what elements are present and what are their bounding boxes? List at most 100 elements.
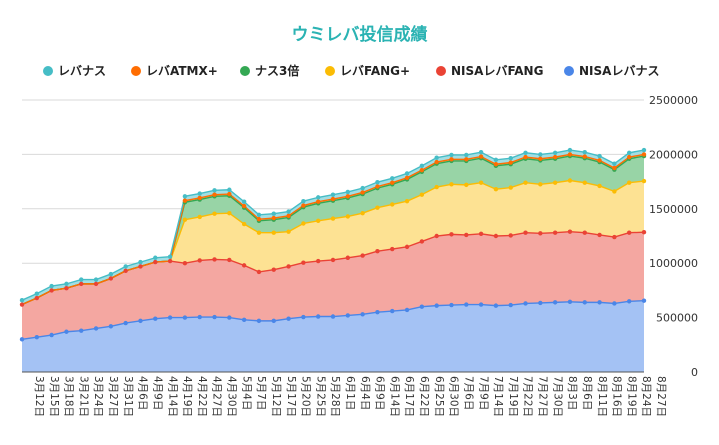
y-tick-label: 1500000 <box>649 203 698 216</box>
data-point <box>464 152 469 158</box>
data-point <box>34 291 40 296</box>
legend-marker <box>240 66 250 76</box>
data-point <box>641 178 647 184</box>
area-3 <box>22 156 644 305</box>
data-point <box>212 257 217 262</box>
data-point <box>197 258 202 263</box>
x-tick-label: 3月21日 <box>77 376 89 417</box>
data-point <box>419 304 425 309</box>
x-tick-label: 8月24日 <box>640 376 652 417</box>
data-point <box>360 190 365 195</box>
x-tick-label: 8月11日 <box>596 376 608 417</box>
data-point <box>582 150 587 155</box>
x-tick-label: 7月9日 <box>477 376 489 410</box>
y-tick-label: 1000000 <box>649 257 698 270</box>
data-point <box>49 283 54 289</box>
x-tick-label: 6月1日 <box>344 376 356 410</box>
data-point <box>138 318 143 324</box>
data-point <box>375 249 380 254</box>
data-point <box>212 192 217 197</box>
data-point <box>523 301 528 306</box>
data-point <box>419 163 425 169</box>
x-tick-label: 5月7日 <box>255 376 267 410</box>
legend-marker <box>436 66 446 76</box>
data-point <box>153 316 158 321</box>
x-tick-label: 3月31日 <box>122 376 134 417</box>
data-point <box>626 230 632 235</box>
x-tick-label: 8月19日 <box>625 376 637 417</box>
chart-legend: レバナス レバATMX+ ナス3倍 レバFANG+ NISAレバFANG NISAレバナス <box>43 63 659 78</box>
data-point <box>434 159 439 165</box>
data-point <box>538 182 543 187</box>
data-point <box>345 313 351 318</box>
data-point <box>19 302 25 307</box>
data-point <box>404 171 410 176</box>
data-point <box>508 160 513 165</box>
data-point <box>582 230 587 235</box>
data-point <box>552 154 558 160</box>
data-point <box>286 316 291 321</box>
data-point <box>123 320 128 326</box>
data-point <box>360 210 365 216</box>
data-point <box>582 154 587 159</box>
data-point <box>34 295 40 301</box>
data-point <box>93 277 99 282</box>
data-point <box>271 215 276 221</box>
legend-label: NISAレバFANG <box>451 64 543 78</box>
data-point <box>241 317 247 322</box>
data-point <box>93 281 99 287</box>
data-point <box>64 286 69 291</box>
data-point <box>523 180 528 185</box>
x-tick-label: 6月9日 <box>374 376 386 410</box>
data-point <box>256 212 262 217</box>
x-tick-label: 3月27日 <box>107 376 119 417</box>
data-point <box>271 318 276 324</box>
x-tick-label: 3月15日 <box>48 376 60 417</box>
legend-label: NISAレバナス <box>579 64 659 78</box>
chart-areas <box>22 150 644 372</box>
x-tick-label: 7月30日 <box>551 376 563 417</box>
chart-points <box>19 147 647 342</box>
data-point <box>256 230 262 235</box>
data-point <box>182 217 188 222</box>
y-tick-label: 0 <box>691 366 698 379</box>
legend-marker <box>325 66 335 76</box>
y-tick-label: 500000 <box>656 312 698 325</box>
data-point <box>286 229 291 234</box>
data-point <box>493 187 499 192</box>
data-point <box>449 232 454 237</box>
data-point <box>241 203 247 209</box>
data-point <box>552 150 558 155</box>
data-point <box>567 299 573 305</box>
data-point <box>434 184 439 190</box>
x-tick-label: 6月25日 <box>433 376 445 417</box>
data-point <box>552 300 558 305</box>
data-point <box>567 178 573 183</box>
legend-item: レバFANG+ <box>325 64 410 78</box>
data-point <box>390 308 395 314</box>
data-point <box>626 150 632 155</box>
data-point <box>567 229 573 234</box>
data-point <box>108 271 114 277</box>
data-point <box>227 191 232 197</box>
data-point <box>241 263 247 268</box>
data-point <box>390 246 395 252</box>
data-point <box>227 210 232 216</box>
data-point <box>538 300 543 306</box>
data-point <box>478 231 484 237</box>
data-point <box>49 288 54 293</box>
data-point <box>212 188 217 193</box>
data-point <box>464 157 469 162</box>
x-tick-label: 4月9日 <box>151 376 163 410</box>
data-point <box>626 154 632 160</box>
data-point <box>493 233 499 239</box>
data-point <box>79 277 84 282</box>
x-tick-label: 7月14日 <box>492 376 504 417</box>
x-axis: 3月12日 3月15日 3月18日 3月21日 3月24日 3月27日 3月31日 4月6日 4… <box>22 371 667 417</box>
area-1 <box>22 231 644 340</box>
data-point <box>597 300 602 305</box>
data-point <box>641 152 647 157</box>
data-point <box>612 165 617 171</box>
data-point <box>330 192 336 197</box>
data-point <box>612 301 617 306</box>
